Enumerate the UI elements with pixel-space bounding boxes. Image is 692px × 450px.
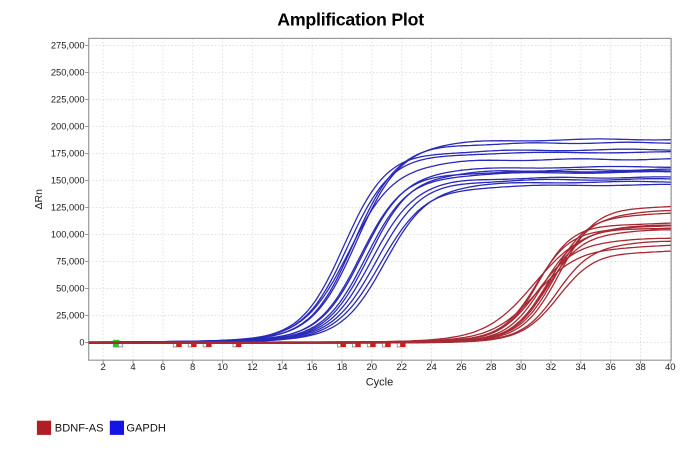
svg-text:25,000: 25,000 <box>56 311 84 321</box>
svg-text:24: 24 <box>426 362 437 373</box>
svg-text:8: 8 <box>190 362 195 373</box>
svg-text:26: 26 <box>456 362 467 373</box>
svg-text:34: 34 <box>576 362 587 373</box>
svg-text:32: 32 <box>546 362 557 373</box>
svg-text:14: 14 <box>277 362 288 373</box>
svg-text:BDNF-AS: BDNF-AS <box>55 423 104 435</box>
svg-text:250,000: 250,000 <box>51 68 85 78</box>
svg-text:175,000: 175,000 <box>51 149 85 159</box>
svg-text:GAPDH: GAPDH <box>126 423 165 435</box>
svg-text:6: 6 <box>160 362 165 373</box>
svg-text:50,000: 50,000 <box>56 284 84 294</box>
svg-text:225,000: 225,000 <box>51 95 85 105</box>
svg-text:28: 28 <box>486 362 497 373</box>
svg-text:125,000: 125,000 <box>51 203 85 213</box>
svg-text:0: 0 <box>79 338 84 348</box>
svg-text:200,000: 200,000 <box>51 122 85 132</box>
svg-text:4: 4 <box>130 362 135 373</box>
svg-text:36: 36 <box>605 362 616 373</box>
svg-text:16: 16 <box>307 362 318 373</box>
svg-text:2: 2 <box>101 362 106 373</box>
svg-text:30: 30 <box>516 362 527 373</box>
svg-text:38: 38 <box>635 362 646 373</box>
svg-text:40: 40 <box>665 362 676 373</box>
svg-text:ΔRn: ΔRn <box>33 189 45 210</box>
svg-text:12: 12 <box>247 362 258 373</box>
svg-text:100,000: 100,000 <box>51 230 85 240</box>
svg-text:275,000: 275,000 <box>51 41 85 51</box>
svg-text:18: 18 <box>337 362 348 373</box>
svg-text:22: 22 <box>396 362 407 373</box>
svg-text:Cycle: Cycle <box>366 377 394 389</box>
svg-text:75,000: 75,000 <box>56 257 84 267</box>
svg-text:10: 10 <box>217 362 228 373</box>
svg-text:150,000: 150,000 <box>51 176 85 186</box>
svg-text:20: 20 <box>367 362 378 373</box>
svg-text:Amplification Plot: Amplification Plot <box>277 9 424 29</box>
